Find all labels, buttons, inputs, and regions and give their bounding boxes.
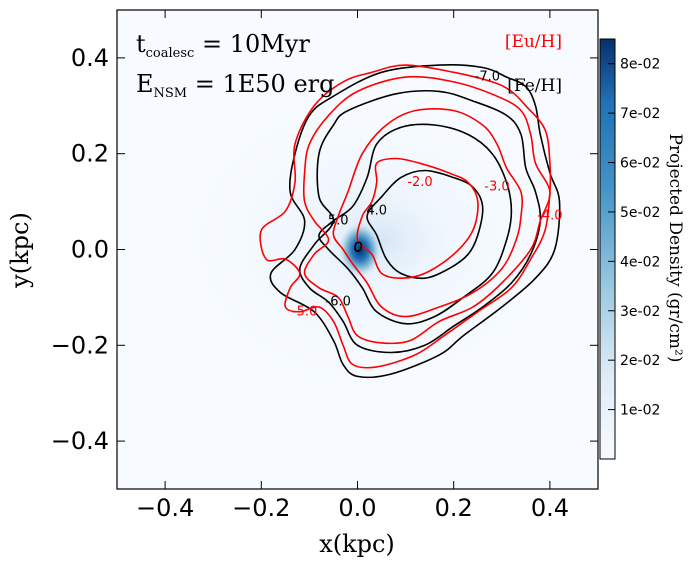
- contour-eu-5-4: [259, 64, 552, 369]
- time-annotation: tcoalesc = 10Myr: [136, 30, 310, 61]
- legend: [Eu/H] [Fe/H]: [505, 32, 562, 96]
- colorbar-tick-label-1: 7e-02: [620, 106, 660, 122]
- contour-label-1: -6.0: [326, 295, 351, 310]
- contour-fe-4-8: [354, 241, 363, 252]
- energy-annotation: ENSM = 1E50 erg: [136, 70, 335, 101]
- contour-label-3: 4.0: [366, 204, 387, 219]
- contour-eu-2-7: [356, 157, 479, 280]
- colorbar-tick-label-5: 3e-02: [620, 304, 660, 320]
- y-axis-label: y(kpc): [6, 212, 34, 289]
- svg-text:ENSM = 1E50 erg: ENSM = 1E50 erg: [136, 70, 335, 101]
- colorbar-tick-label-3: 5e-02: [620, 205, 660, 221]
- x-axis-label: x(kpc): [319, 530, 395, 558]
- colorbar: [599, 38, 616, 460]
- colorbar-label: Projected Density (gr/cm²): [665, 134, 685, 363]
- colorbar-tick-label-4: 4e-02: [620, 254, 660, 270]
- y-tick-label-3: −0.2: [51, 331, 109, 359]
- contour-eu-4-5: [302, 75, 551, 345]
- colorbar-ticks: 8e-02 7e-02 6e-02 5e-02 4e-02 3e-02 2e-02 1e-02: [608, 57, 660, 419]
- contour-label-7: -2.0: [407, 175, 432, 190]
- time-symbol: t: [136, 30, 146, 58]
- colorbar-tick-label-7: 1e-02: [620, 403, 660, 419]
- contour-label-layer: -7.0 -6.0 5.0 4.0 -5.0 -4.0 -3.0 -2.0: [292, 70, 563, 320]
- energy-symbol: E: [136, 70, 154, 98]
- time-value: = 10Myr: [194, 30, 310, 58]
- energy-value: = 1E50 erg: [187, 70, 334, 98]
- x-tick-label-4: 0.4: [531, 494, 569, 522]
- y-tick-label-4: −0.4: [51, 427, 109, 455]
- y-tick-label-1: 0.2: [71, 140, 109, 168]
- time-subscript: coalesc: [146, 46, 195, 61]
- contour-fe-6-1: [298, 89, 542, 354]
- contour-fe-4-3: [366, 169, 484, 280]
- x-tick-label-2: 0.0: [338, 494, 376, 522]
- contour-label-5: -4.0: [537, 208, 562, 223]
- contour-fe-7-0: [269, 64, 561, 379]
- colorbar-tick-label-6: 2e-02: [620, 353, 660, 369]
- y-tick-label-2: 0.0: [71, 236, 109, 264]
- contour-label-0: -7.0: [475, 70, 500, 85]
- y-tick-label-0: 0.4: [71, 44, 109, 72]
- contour-label-2: 5.0: [328, 213, 349, 228]
- colorbar-tick-label-2: 6e-02: [620, 156, 660, 172]
- contour-layer: [259, 64, 561, 379]
- contour-label-4: -5.0: [292, 304, 317, 319]
- x-tick-label-0: −0.4: [136, 494, 194, 522]
- axis-ticks: [117, 10, 598, 489]
- x-tick-label-3: 0.2: [435, 494, 473, 522]
- svg-text:tcoalesc = 10Myr: tcoalesc = 10Myr: [136, 30, 310, 61]
- energy-subscript: NSM: [154, 86, 188, 101]
- density-map: [170, 80, 570, 400]
- contour-fe-5-2: [318, 123, 513, 325]
- legend-fe-h: [Fe/H]: [507, 76, 562, 96]
- contour-eu-3-6: [332, 108, 524, 318]
- colorbar-tick-label-0: 8e-02: [620, 57, 660, 73]
- contour-label-6: -3.0: [484, 180, 509, 195]
- axis-tick-labels: −0.4 −0.2 0.0 0.2 0.4 0.4 0.2 0.0 −0.2 −0.4: [51, 44, 569, 522]
- legend-eu-h: [Eu/H]: [505, 32, 562, 52]
- x-tick-label-1: −0.2: [232, 494, 290, 522]
